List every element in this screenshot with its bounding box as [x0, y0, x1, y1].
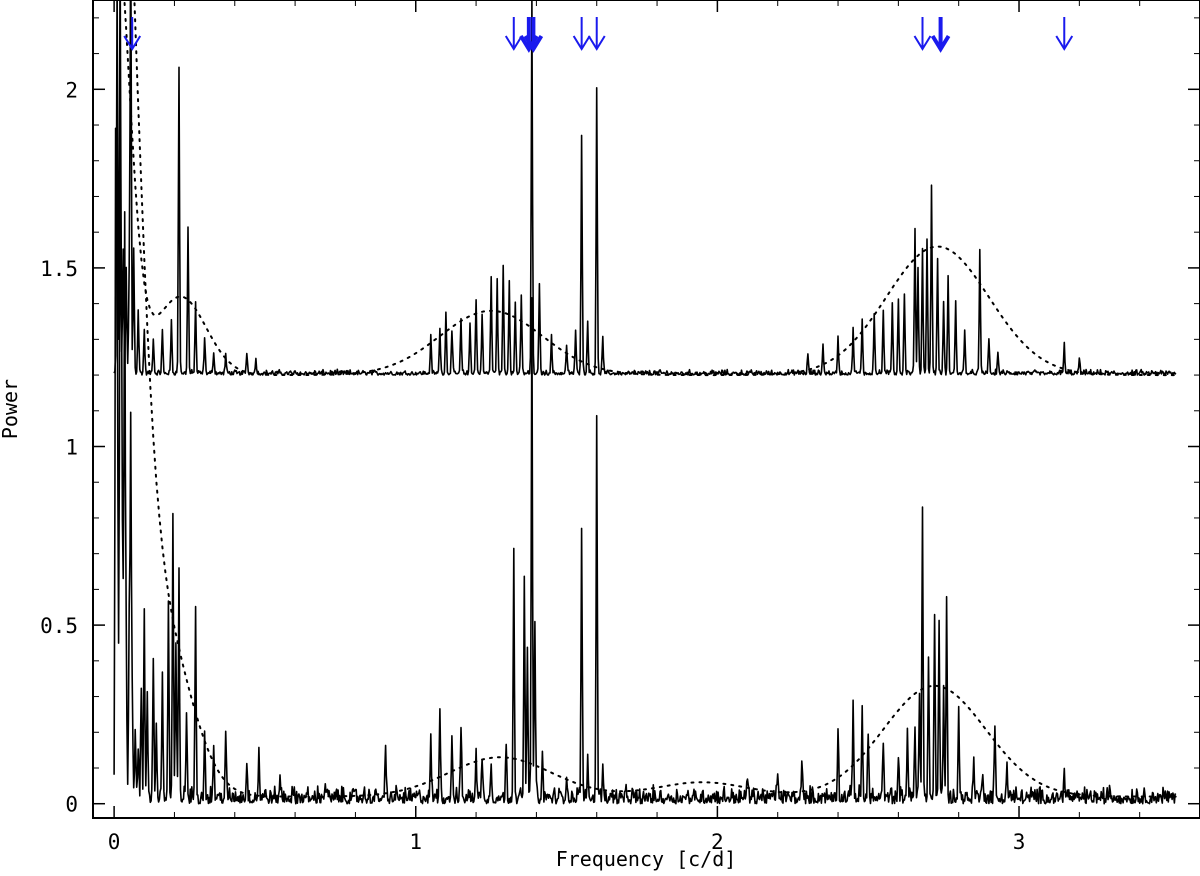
x-tick-label: 0 [108, 830, 121, 854]
y-axis-title: Power [0, 379, 22, 439]
y-tick-label: 1.5 [40, 257, 78, 281]
y-tick-label: 0.5 [40, 614, 78, 638]
envelope-line-2 [133, 0, 1177, 798]
spectrum-line-1 [113, 0, 1177, 376]
x-tick-label: 3 [1013, 830, 1026, 854]
spectrum-line-2 [113, 99, 1177, 805]
frequency-arrow-icon [123, 17, 142, 51]
envelope-curves [123, 0, 1177, 798]
frequency-arrow-icon [572, 17, 591, 51]
y-tick-label: 0 [65, 793, 78, 817]
y-tick-label: 2 [65, 78, 78, 102]
axis-ticks: 0 1 2 3 0 0.5 1 1.5 2 [40, 0, 1200, 854]
x-tick-label: 1 [409, 830, 422, 854]
frequency-arrow-icon [587, 17, 606, 51]
x-tick-label: 2 [711, 830, 724, 854]
x-axis-title: Frequency [c/d] [556, 847, 737, 871]
frequency-arrow-icon [913, 17, 932, 51]
envelope-line-1 [123, 0, 1177, 377]
frequency-arrow-icon [930, 17, 951, 53]
frequency-arrow-icon [523, 17, 544, 53]
frequency-arrow-icon [504, 17, 523, 51]
frequency-arrow-icon [1055, 17, 1074, 51]
plot-frame [92, 0, 1200, 819]
frequency-markers [123, 17, 1074, 53]
power-spectra [113, 0, 1177, 805]
y-tick-label: 1 [65, 436, 78, 460]
